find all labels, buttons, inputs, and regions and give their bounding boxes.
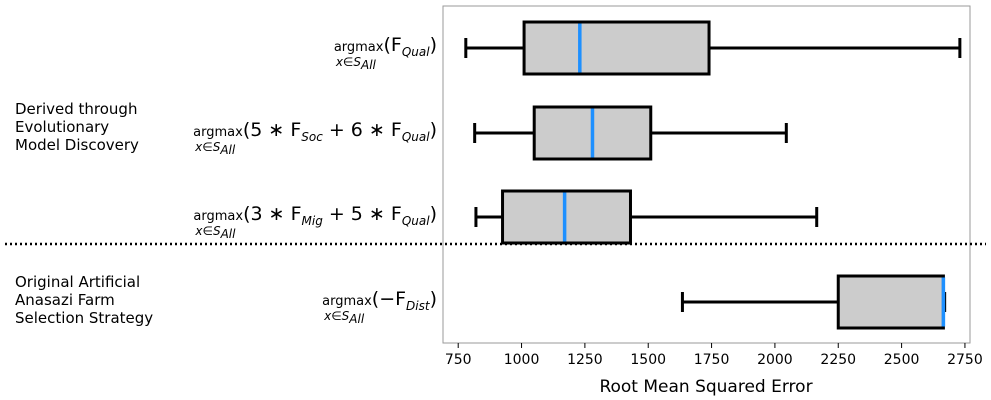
- x-tick-label: 2500: [884, 352, 920, 368]
- x-tick-label: 1500: [630, 352, 666, 368]
- x-tick-label: 1250: [567, 352, 603, 368]
- row-label-1: argmax(FQual): [334, 34, 437, 59]
- row-label-2: argmax(5 ∗ FSoc + 6 ∗ FQual): [193, 119, 437, 144]
- x-axis-ticks: 750 1000 1250 1500 1750 2000 2250 2500 2750: [445, 343, 983, 368]
- box-series: [464, 20, 962, 330]
- argmax-subscript: x∈SAll: [194, 140, 236, 157]
- group-labels: Derived through Evolutionary Model Discove…: [15, 100, 153, 327]
- iqr-box: [501, 189, 632, 245]
- row-label-4: argmax(−FDist): [322, 288, 437, 313]
- x-tick-label: 2000: [757, 352, 793, 368]
- group-label-1: Derived through Evolutionary Model Discove…: [15, 100, 139, 154]
- iqr-box: [522, 20, 711, 76]
- plot-frame: [442, 5, 971, 344]
- x-tick-label: 1000: [504, 352, 540, 368]
- argmax-subscript: x∈SAll: [194, 224, 236, 241]
- box-2: [473, 105, 788, 161]
- box-3: [474, 189, 819, 245]
- argmax-subscript: x∈SAll: [335, 55, 377, 72]
- group-label-2: Original Artificial Anasazi Farm Selection…: [15, 273, 153, 327]
- x-tick-label: 750: [445, 352, 472, 368]
- row-label-3: argmax(3 ∗ FMig + 5 ∗ FQual): [193, 203, 437, 228]
- box-1: [464, 20, 962, 76]
- argmax-subscript: x∈SAll: [323, 309, 365, 326]
- x-axis-label: Root Mean Squared Error: [599, 377, 812, 397]
- x-tick-label: 1750: [694, 352, 730, 368]
- iqr-box: [836, 274, 945, 330]
- box-4: [680, 274, 947, 330]
- x-tick-label: 2750: [947, 352, 983, 368]
- x-tick-label: 2250: [820, 352, 856, 368]
